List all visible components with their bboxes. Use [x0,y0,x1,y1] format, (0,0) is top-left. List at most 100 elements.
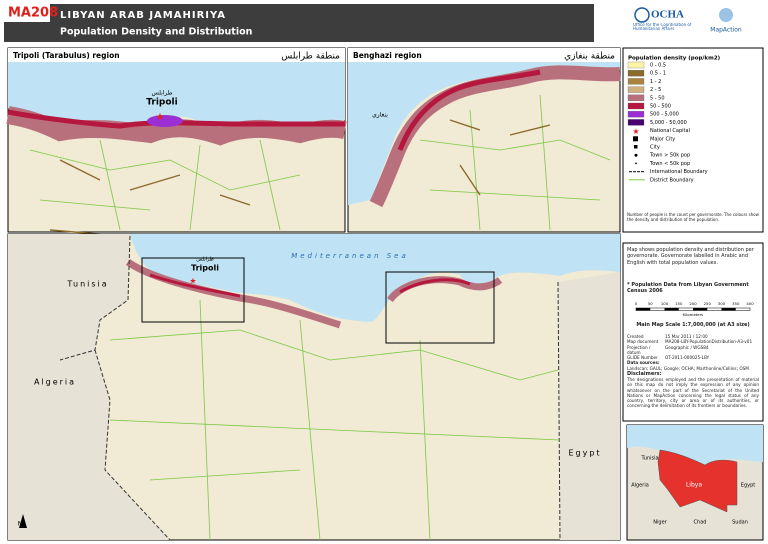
city-ar: طرابلس [151,90,172,97]
legend-label: 1 - 2 [650,79,661,85]
inset-extent [141,257,245,323]
scale-segment [693,308,708,311]
meta-key: Map document [627,339,659,345]
locator-label: Chad [694,520,707,526]
legend-label: 2 - 5 [650,87,661,93]
locator-label: Libya [686,482,702,489]
density-coast [369,65,621,208]
meta-value: MA208-LBY-PopulationDistribution-A3-v01 [665,339,753,345]
legend-label: Town < 50k pop [649,161,690,167]
main-map: Mediterranean Sea Tunisia Algeria Egypt … [7,233,621,541]
libya-shape [657,449,738,513]
meta-key: Created [627,334,644,339]
inset-title: Tripoli (Tarabulus) region [13,51,120,60]
legend-note: Number of people is the count per govern… [627,212,759,222]
capital-ar: طرابلس [196,257,214,263]
meta-row: GLIDE Number OT-2011-000025-LBY [627,355,759,360]
map-title: LIBYAN ARAB JAMAHIRIYA [60,10,226,21]
sea [8,48,345,124]
district-boundary [29,139,301,231]
locator-label: Tunisia [640,456,658,462]
legend-title: Population density (pop/km2) [628,56,721,62]
locator-label: Egypt [741,483,755,489]
scale-unit: Kilometers [683,312,703,317]
legend-label: 5 - 50 [650,95,665,101]
city: Tripoli [146,98,177,108]
district-boundary [109,299,561,541]
legend-swatch [627,94,645,101]
international-boundary [59,235,561,541]
scale-segment [636,308,651,311]
legend-swatch [627,86,645,93]
symbol [635,162,637,165]
legend-label: District Boundary [650,177,694,183]
country-label: Tunisia [66,280,108,289]
symbol [634,145,638,149]
meta-value: OT-2011-000025-LBY [665,355,710,360]
scale-tick-label: 150 [675,301,683,306]
legend-swatch [627,119,645,126]
data-sources-label: Data sources: [627,360,660,366]
scale-tick-label: 200 [689,301,697,306]
mapaction-logo [719,8,733,22]
country-label: Algeria [34,378,76,387]
scale-tick-label: 100 [661,301,669,306]
legend-frame [622,47,764,233]
disclaimers-label: Disclaimers: [627,370,662,377]
sea-label: Mediterranean Sea [291,252,409,260]
data-sources: Landscan; GAUL; Google; OCHA; Marthonlin… [627,365,749,371]
code-box [4,4,50,22]
legend-label: 50 - 500 [650,104,671,110]
scale-tick-label: 350 [732,301,740,306]
inset-title-box [8,48,345,62]
sea [130,234,620,322]
tripoli-inset: Tripoli (Tarabulus) region منطقة طرابلس … [6,47,347,236]
inset-title-ar: منطقة طرابلس [281,52,340,62]
locator-label: Niger [653,520,667,526]
info-description: Map shows population density and distrib… [627,247,754,266]
legend-label: Major City [650,136,675,142]
scale-segment [664,308,679,311]
sea [627,425,763,465]
legend-swatch [627,102,645,110]
inset-title-box [348,48,620,62]
legend-label: International Boundary [650,169,708,175]
org-ocha: OCHA [651,9,684,21]
density-core [149,273,471,298]
density-coast [6,106,347,146]
header-bar [4,4,594,42]
legend-label: 500 - 5,000 [650,112,679,118]
meta-rows: Created 15 Mar 2011 / 12:00 Map document MA… [627,334,759,360]
info-source: * Population Data from Libyan Government… [627,282,749,295]
map-code: MA208 [8,6,58,21]
info-frame [622,242,764,422]
legend-label: Town > 50k pop [649,153,690,159]
density-core [397,69,541,151]
legend-swatch [627,111,645,118]
scale-tick-label: 250 [704,301,712,306]
capital-star: ★ [189,277,196,286]
inset-title-ar: منطقة بنغازي [564,52,615,62]
meta-row: Map document MA208-LBY-PopulationDistribu… [627,339,759,344]
locator-label: Algeria [631,483,649,489]
ocha-subtitle: Office for the Coordination of Humanitar… [633,23,692,32]
scale-segment [721,308,736,311]
inset-extent [385,271,495,344]
meta-key: Projection / datum [627,344,651,355]
benghazi-inset: Benghazi region منطقة بنغازي بنغازي [347,47,621,233]
legend-label: 0 - 0.5 [650,63,666,69]
capital-star: ★ [156,112,165,123]
country-label: Egypt [568,449,601,458]
legend-label: City [650,145,660,151]
sea [348,48,620,205]
scale-tick-label: 300 [718,301,726,306]
meta-value: 15 Mar 2011 / 12:00 [665,334,708,339]
legend-swatch [627,78,645,85]
inset-title: Benghazi region [353,51,422,60]
density-scatter [49,159,251,236]
meta-row: Created 15 Mar 2011 / 12:00 [627,334,759,339]
scale-tick-label: 400 [746,301,754,306]
north-label: N [18,521,23,528]
